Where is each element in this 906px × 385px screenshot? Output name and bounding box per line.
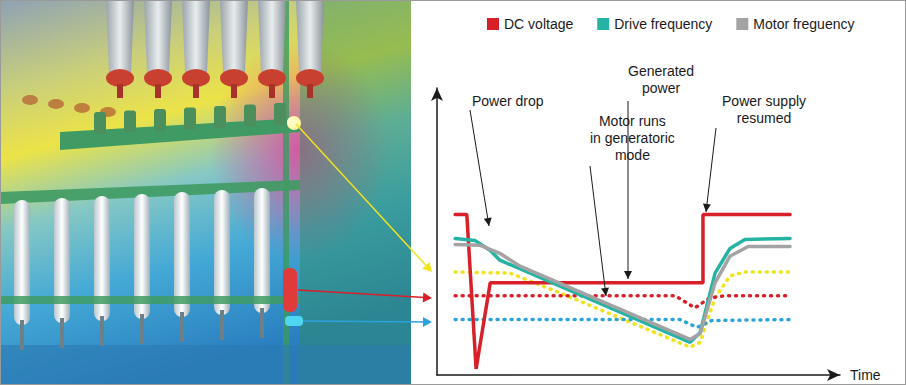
svg-text:Time: Time: [850, 367, 881, 383]
svg-text:Drive frequency: Drive frequency: [614, 16, 712, 32]
svg-text:DC voltage: DC voltage: [504, 16, 573, 32]
svg-text:resumed: resumed: [737, 110, 791, 126]
svg-text:Power supply: Power supply: [722, 93, 806, 109]
svg-text:power: power: [642, 80, 680, 96]
svg-text:Generated: Generated: [628, 63, 694, 79]
svg-text:Power drop: Power drop: [472, 93, 544, 109]
svg-text:in generatoric: in generatoric: [590, 130, 675, 146]
svg-text:Motor freguency: Motor freguency: [753, 16, 854, 32]
svg-text:Motor runs: Motor runs: [599, 113, 666, 129]
svg-text:mode: mode: [615, 147, 650, 163]
